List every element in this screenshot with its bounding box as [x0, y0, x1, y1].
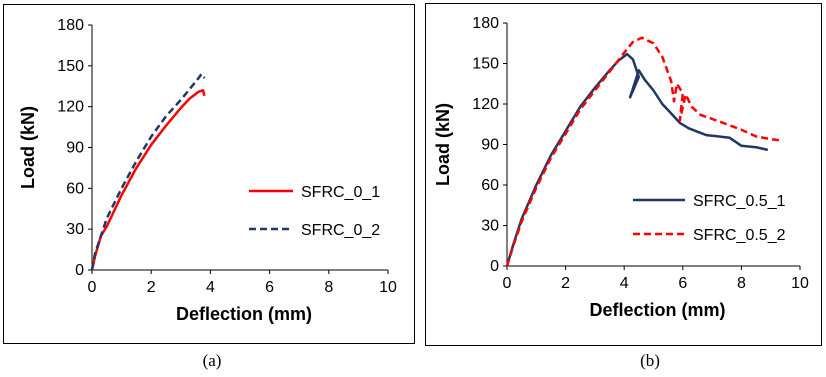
series-line-sfrc-0-2	[90, 72, 206, 271]
chart-a: 0 30 60 90 120 150 180 0 2 4 6 8 10 Deflection (mm) Lo…	[18, 17, 397, 324]
y-tick-label: 30	[66, 221, 84, 238]
y-tick-label: 60	[66, 180, 84, 197]
legend-label: SFRC_0.5_1	[693, 193, 786, 210]
y-tick-label: 90	[481, 137, 499, 154]
caption-b: (b)	[640, 351, 660, 370]
x-tick-label: 0	[88, 279, 97, 296]
x-tick-label: 2	[147, 279, 156, 296]
x-axis-title: Deflection (mm)	[589, 300, 725, 320]
x-tick-label: 4	[620, 275, 629, 292]
legend-label: SFRC_0_2	[301, 222, 380, 239]
y-tick-label: 0	[75, 262, 84, 279]
series-line-sfrc-0-5-2	[505, 36, 780, 267]
x-tick-label: 2	[561, 275, 570, 292]
y-tick-label: 90	[66, 140, 84, 157]
y-tick-label: 30	[481, 218, 499, 235]
x-tick-label: 10	[791, 275, 809, 292]
series-line-sfrc-0-5-1	[505, 52, 769, 267]
y-tick-label: 180	[472, 15, 499, 32]
legend-label: SFRC_0.5_2	[693, 227, 786, 244]
y-tick-label: 150	[472, 56, 499, 73]
y-tick-label: 0	[490, 258, 499, 275]
x-tick-label: 4	[206, 279, 215, 296]
caption-a: (a)	[202, 351, 222, 370]
y-tick-label: 120	[472, 96, 499, 113]
chart-panel-b: 0 30 60 90 120 150 180 0 2 4 6 8 10 Deflection (mm) Lo…	[425, 3, 822, 346]
y-axis-title: Load (kN)	[18, 106, 38, 189]
x-tick-label: 0	[503, 275, 512, 292]
x-axis-title: Deflection (mm)	[176, 304, 312, 324]
x-tick-label: 10	[379, 279, 397, 296]
series-line-sfrc-0-1	[90, 89, 206, 271]
y-tick-label: 150	[57, 58, 84, 75]
y-tick-label: 180	[57, 17, 84, 34]
y-axis-title: Load (kN)	[433, 103, 453, 186]
x-tick-label: 8	[737, 275, 746, 292]
y-tick-label: 60	[481, 177, 499, 194]
chart-panel-a: 0 30 60 90 120 150 180 0 2 4 6 8 10 Deflection (mm) Lo…	[3, 4, 415, 344]
chart-b: 0 30 60 90 120 150 180 0 2 4 6 8 10 Deflection (mm) Lo…	[433, 15, 809, 320]
y-tick-label: 120	[57, 99, 84, 116]
x-tick-label: 6	[678, 275, 687, 292]
x-tick-label: 6	[265, 279, 274, 296]
legend-label: SFRC_0_1	[301, 184, 380, 201]
x-tick-label: 8	[324, 279, 333, 296]
